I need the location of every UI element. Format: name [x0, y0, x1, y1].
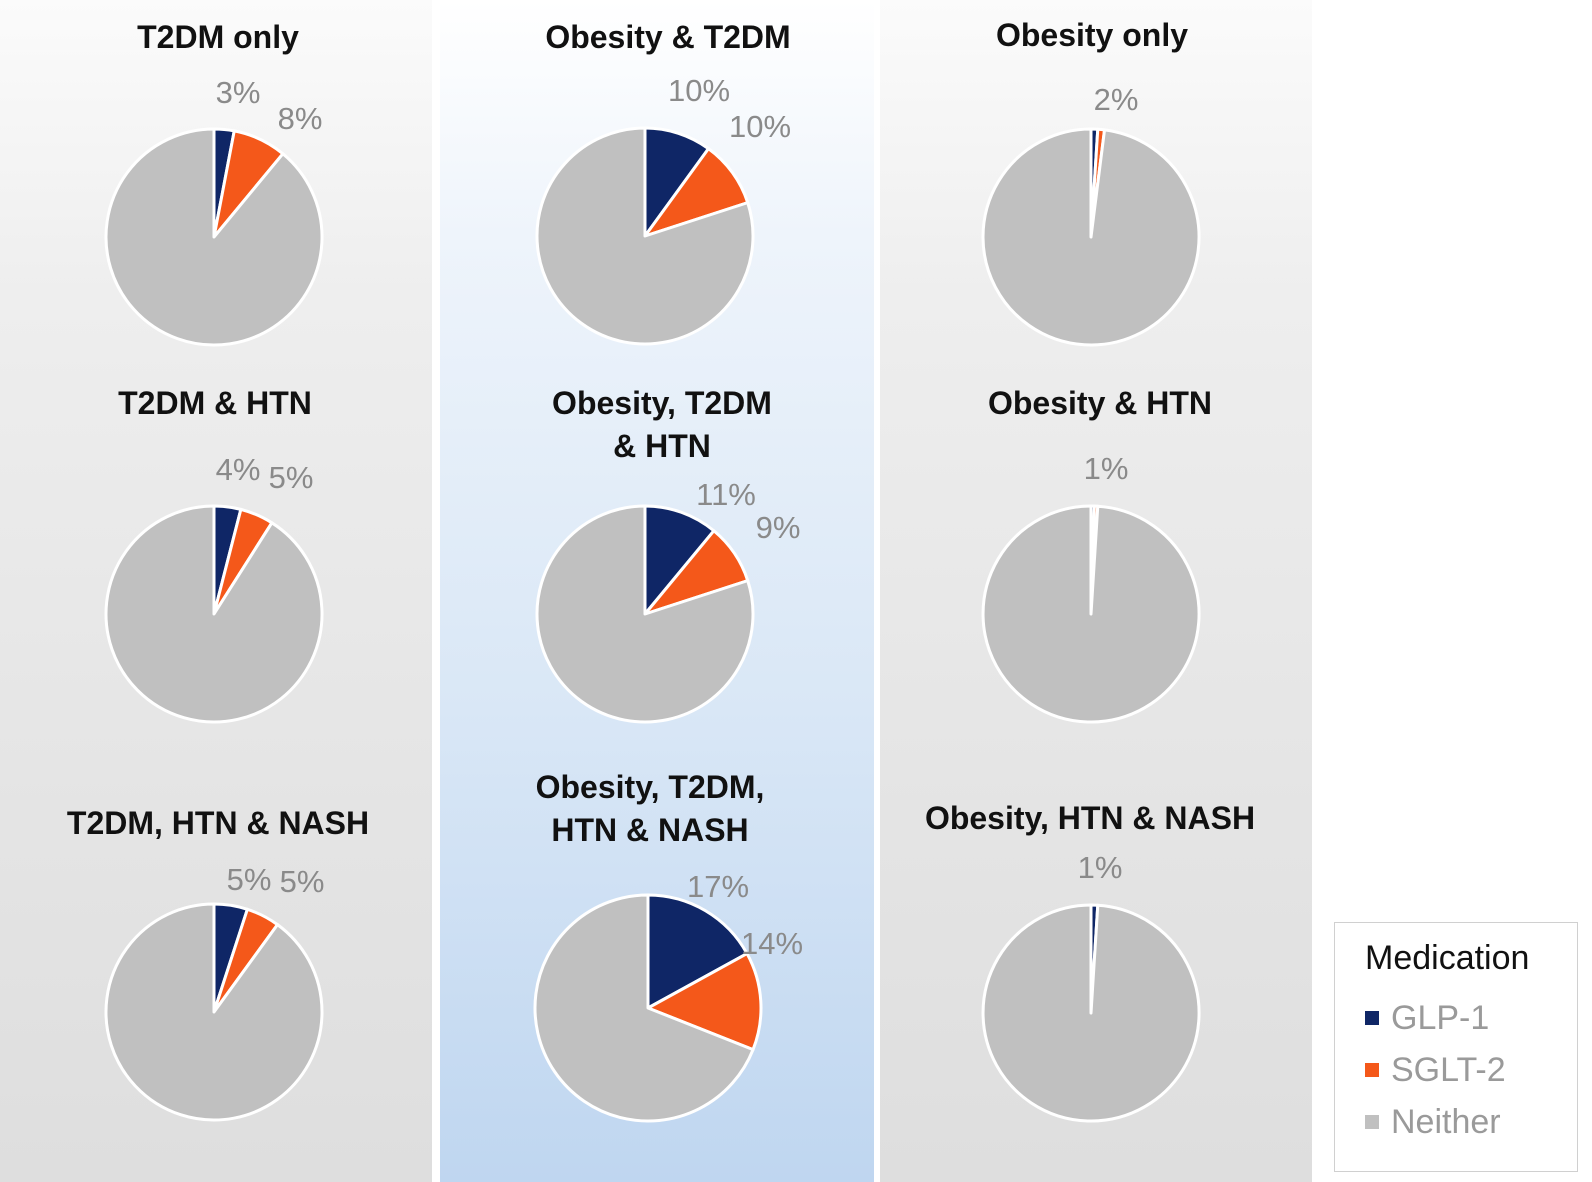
- data-label: 14%: [741, 926, 803, 961]
- pie-chart-2: Obesity & T2DM 10%10%: [535, 19, 791, 346]
- chart-title: Obesity only: [996, 17, 1188, 53]
- chart-title: Obesity, T2DM: [552, 385, 772, 421]
- chart-title: Obesity & HTN: [988, 385, 1212, 421]
- pie-slice-neither: [981, 504, 1201, 724]
- legend-item-sglt2: SGLT-2: [1365, 1044, 1577, 1096]
- data-label: 5%: [280, 864, 325, 899]
- data-label: 17%: [687, 869, 749, 904]
- chart-title: Obesity & T2DM: [545, 19, 790, 55]
- data-label: 5%: [227, 862, 272, 897]
- chart-title: & HTN: [613, 428, 711, 464]
- data-label: 3%: [216, 75, 261, 110]
- pie-slice-neither: [981, 127, 1201, 347]
- pie-slice-glp1: [646, 893, 749, 1010]
- data-label: 1%: [1084, 451, 1129, 486]
- data-label: 2%: [1094, 82, 1139, 117]
- pie-slice-neither: [104, 902, 324, 1122]
- pie-slice-neither: [535, 126, 755, 346]
- data-label: 4%: [216, 452, 261, 487]
- pie-chart-7: T2DM, HTN & NASH 5% 5%: [67, 805, 369, 1122]
- pie-slice-neither: [104, 504, 324, 724]
- data-label: 5%: [269, 460, 314, 495]
- data-label: 1%: [1078, 850, 1123, 885]
- chart-title: T2DM only: [137, 19, 299, 55]
- pie-slice-neither: [535, 504, 755, 724]
- pie-chart-5: Obesity, T2DM & HTN 11%9%: [535, 385, 801, 724]
- legend-item-neither: Neither: [1365, 1096, 1577, 1148]
- legend-label-glp1: GLP-1: [1391, 998, 1490, 1037]
- data-label: 11%: [696, 477, 756, 512]
- pie-slice-neither: [981, 903, 1201, 1123]
- legend-label-neither: Neither: [1391, 1102, 1501, 1141]
- data-label: 10%: [668, 73, 730, 108]
- pie-slice-sglt2: [646, 952, 763, 1052]
- legend-swatch-neither: [1365, 1115, 1379, 1129]
- data-label: 10%: [729, 109, 791, 144]
- pie-slice-neither: [533, 893, 755, 1123]
- chart-title: T2DM & HTN: [118, 385, 312, 421]
- legend-swatch-glp1: [1365, 1011, 1379, 1025]
- legend-title: Medication: [1365, 939, 1530, 977]
- data-label: 8%: [278, 101, 323, 136]
- pie-chart-4: T2DM & HTN 4% 5%: [104, 385, 324, 724]
- chart-title: T2DM, HTN & NASH: [67, 805, 369, 841]
- pie-chart-1: T2DM only 3% 8%: [104, 19, 324, 347]
- legend: Medication GLP-1 SGLT-2 Neither: [1334, 922, 1578, 1172]
- pie-chart-3: Obesity only 2%: [981, 17, 1201, 347]
- legend-label-sglt2: SGLT-2: [1391, 1050, 1506, 1089]
- pie-slice-neither: [104, 127, 324, 347]
- legend-swatch-sglt2: [1365, 1063, 1379, 1077]
- chart-title: HTN & NASH: [551, 812, 748, 848]
- pie-chart-8: Obesity, T2DM, HTN & NASH 17% 14%: [533, 769, 803, 1123]
- pie-chart-9: Obesity, HTN & NASH 1%: [925, 800, 1255, 1123]
- chart-title: Obesity, T2DM,: [536, 769, 765, 805]
- pie-chart-6: Obesity & HTN 1%: [981, 385, 1212, 724]
- chart-title: Obesity, HTN & NASH: [925, 800, 1255, 836]
- data-label: 9%: [756, 510, 801, 545]
- legend-item-glp1: GLP-1: [1365, 992, 1577, 1044]
